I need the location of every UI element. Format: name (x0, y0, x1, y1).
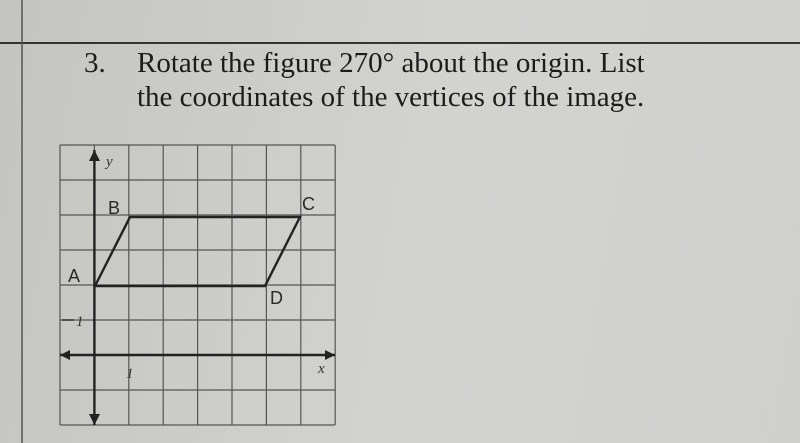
vertex-label: C (302, 194, 315, 214)
arrow (60, 350, 70, 360)
tick-label: 1 (76, 314, 84, 330)
arrow (89, 150, 100, 161)
arrow (325, 350, 335, 360)
problem-text: the coordinates of the vertices of the i… (137, 81, 644, 113)
parallelogram (93, 215, 302, 288)
arrow (89, 414, 100, 425)
vertex-label: B (108, 198, 120, 218)
problem-text: Rotate the figure 270° about the origin.… (137, 47, 645, 79)
problem-number: 3. (84, 47, 106, 79)
axis-label: y (104, 154, 113, 170)
axis-label: x (317, 361, 325, 377)
vertex-label: D (270, 288, 283, 308)
vertex-label: A (68, 266, 80, 286)
tick-label: 1 (126, 366, 134, 382)
